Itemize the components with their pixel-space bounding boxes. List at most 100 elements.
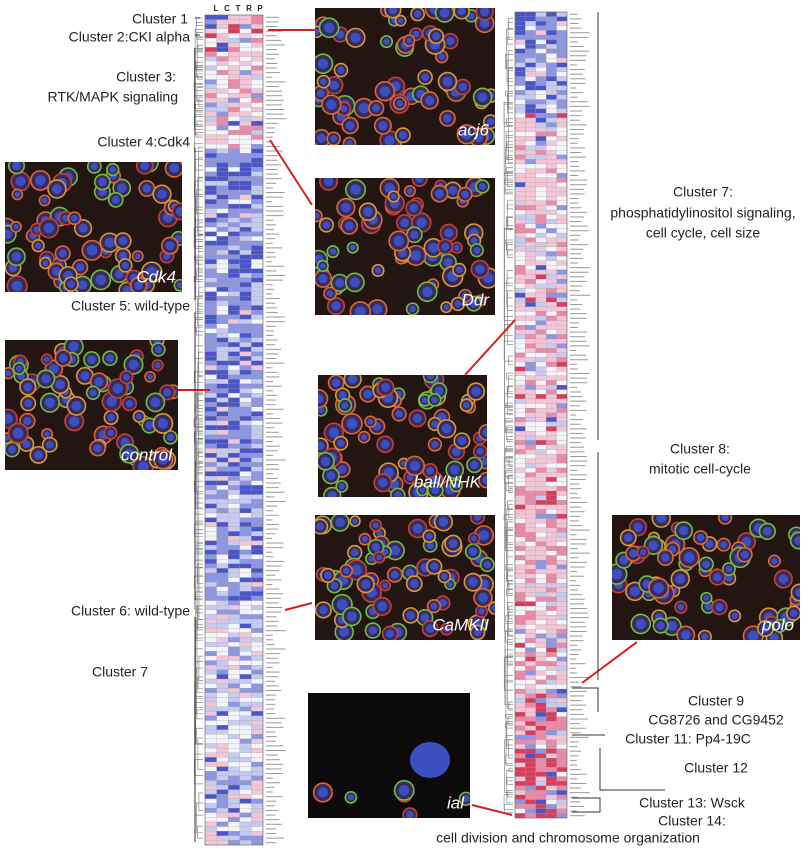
heatmap-cell	[204, 180, 217, 186]
heatmap-cell	[239, 757, 252, 763]
nucleus	[443, 114, 452, 123]
heatmap-cell	[239, 37, 252, 43]
dendrogram-branch	[506, 386, 513, 398]
heatmap-cell	[546, 283, 557, 289]
heatmap-cell	[239, 688, 252, 693]
heatmap-cell	[251, 65, 264, 71]
heatmap-cell	[228, 646, 240, 652]
heatmap-cell	[204, 586, 217, 592]
heatmap-cell	[514, 684, 526, 690]
dendrogram-branch	[193, 371, 203, 384]
nucleus	[163, 388, 172, 397]
heatmap-cell	[514, 302, 526, 307]
heatmap-cell	[556, 615, 568, 621]
nucleus	[406, 188, 413, 194]
heatmap-cell	[216, 203, 229, 209]
nucleus	[142, 184, 152, 193]
heatmap-cell	[251, 595, 264, 601]
heatmap-cell	[556, 481, 568, 487]
heatmap-frame	[204, 14, 264, 846]
nucleus	[426, 466, 434, 475]
heatmap-cell	[216, 669, 229, 675]
heatmap-cell	[228, 591, 240, 597]
heatmap-cell	[525, 85, 536, 91]
heatmap-cell	[216, 706, 229, 712]
heatmap-cell	[556, 67, 568, 72]
heatmap-cell	[514, 454, 526, 459]
dendrogram-branch	[195, 104, 203, 109]
heatmap-cell	[239, 259, 252, 265]
heatmap-cell	[251, 286, 264, 292]
heatmap-cell	[535, 744, 547, 750]
heatmap-cell	[535, 693, 547, 699]
nucleus	[426, 541, 434, 549]
heatmap-cell	[525, 11, 536, 17]
heatmap-cell	[204, 595, 217, 601]
nucleus	[442, 76, 453, 87]
nucleus	[409, 203, 419, 213]
heatmap-cell	[251, 559, 264, 564]
heatmap-cell	[216, 526, 229, 532]
nucleus	[15, 365, 23, 372]
dendrogram-branch	[196, 667, 203, 709]
dendrogram-branch	[198, 246, 203, 252]
heatmap-cell	[239, 628, 252, 633]
heatmap-cell	[546, 730, 557, 736]
heatmap-cell	[514, 762, 526, 768]
dendrogram-branch	[507, 653, 513, 665]
heatmap-cell	[535, 523, 547, 528]
nucleus	[653, 582, 665, 594]
connector	[581, 641, 638, 684]
heatmap-cell	[204, 452, 217, 458]
heatmap-cell	[535, 34, 547, 40]
heatmap-cell	[239, 600, 252, 606]
heatmap-cell	[204, 692, 217, 698]
heatmap-cell	[535, 748, 547, 754]
heatmap-cell	[239, 222, 252, 228]
heatmap-cell	[228, 314, 240, 320]
heatmap-cell	[525, 758, 536, 763]
heatmap-cell	[556, 573, 568, 579]
heatmap-cell	[251, 300, 264, 306]
nucleus	[720, 541, 728, 549]
heatmap-cell	[216, 365, 229, 371]
heatmap-cell	[228, 628, 240, 633]
heatmap-cell	[228, 669, 240, 675]
dendrogram-branch	[506, 297, 513, 311]
heatmap-cell	[546, 656, 557, 662]
heatmap-cell	[514, 536, 526, 542]
heatmap-cell	[251, 245, 264, 251]
heatmap-cell	[556, 53, 568, 59]
heatmap-cell	[535, 583, 547, 588]
heatmap-cell	[556, 619, 568, 625]
heatmap-cell	[525, 730, 536, 736]
nucleus	[378, 121, 388, 131]
nucleus	[629, 586, 640, 597]
dendrogram-branch	[504, 178, 513, 185]
dendrogram-branch	[505, 157, 513, 164]
heatmap-cell	[546, 412, 557, 418]
heatmap-cell	[239, 33, 252, 39]
dendrogram-branch	[505, 722, 513, 729]
heatmap-cell	[204, 618, 217, 624]
heatmap-cell	[251, 139, 264, 145]
heatmap-cell	[228, 97, 240, 103]
dendrogram-branch	[198, 286, 203, 296]
heatmap-cell	[239, 577, 252, 583]
heatmap-cell	[514, 320, 526, 326]
heatmap-cell	[514, 629, 526, 634]
micrograph	[308, 693, 470, 818]
heatmap-cell	[204, 729, 217, 735]
heatmap-cell	[535, 279, 547, 284]
dendrogram-branch	[508, 611, 513, 637]
nucleus	[410, 250, 422, 261]
heatmap-cell	[525, 196, 536, 201]
heatmap-cell	[204, 821, 217, 827]
heatmap-cell	[556, 587, 568, 593]
heatmap-cell	[216, 111, 229, 117]
heatmap-cell	[216, 535, 229, 541]
heatmap-cell	[514, 394, 526, 399]
heatmap-cell	[525, 366, 536, 372]
heatmap-cell	[204, 157, 217, 163]
nucleus	[448, 539, 458, 548]
